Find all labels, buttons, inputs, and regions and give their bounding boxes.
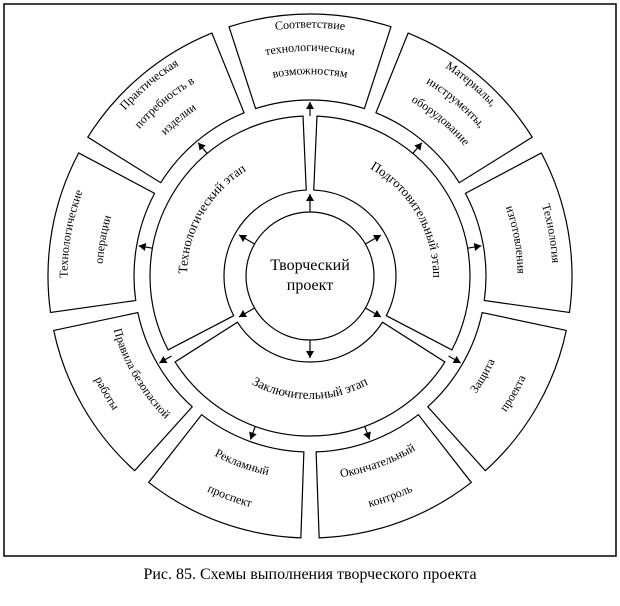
radial-diagram: ТворческийпроектПодготовительный этапЗак… xyxy=(0,0,620,560)
svg-text:Творческий: Творческий xyxy=(270,257,350,274)
svg-text:проект: проект xyxy=(287,277,333,294)
figure-caption: Рис. 85. Схемы выполнения творческого пр… xyxy=(0,566,620,584)
svg-text:Соответствие: Соответствие xyxy=(274,17,346,33)
